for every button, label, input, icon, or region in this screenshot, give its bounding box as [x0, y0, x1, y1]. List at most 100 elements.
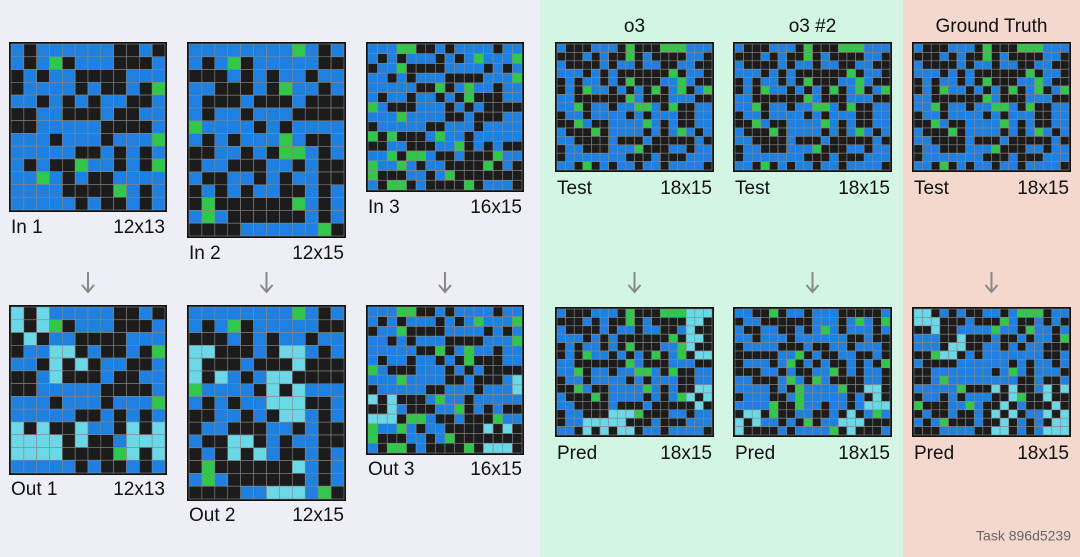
grid-cell [512, 141, 523, 152]
grid-cell [1051, 110, 1061, 120]
grid-cell [317, 396, 332, 410]
grid-cell [786, 342, 796, 352]
grid-cell [769, 308, 779, 318]
grid-cell [760, 426, 770, 436]
grid-cell [556, 392, 566, 402]
grid [9, 305, 167, 475]
grid-cell [846, 342, 856, 352]
grid-cell [473, 160, 484, 171]
grid-cell [425, 72, 436, 84]
grid-cell [625, 359, 635, 369]
grid-cell [881, 161, 891, 171]
grid-cell [214, 383, 229, 397]
grid-cell [863, 60, 874, 70]
grid-cell [425, 335, 436, 347]
grid-cell [502, 404, 513, 415]
grid-cell [651, 375, 661, 385]
grid-cell [1051, 144, 1061, 154]
grid-cell [660, 127, 670, 137]
grid-cell [512, 433, 523, 444]
grid-cell [616, 127, 627, 137]
grid-cell [502, 442, 513, 454]
arrow-head [259, 284, 274, 294]
grid-cell [786, 426, 796, 436]
grid-cell [872, 94, 882, 104]
grid-cell [406, 43, 417, 55]
grid-cell [266, 69, 280, 83]
grid-cell [743, 136, 753, 146]
grid-cell [642, 401, 653, 411]
grid-cell [812, 401, 822, 411]
grid-cell [794, 152, 805, 162]
grid-cell [240, 332, 254, 346]
grid-cell [444, 72, 455, 84]
grid-cell [1008, 127, 1018, 137]
grid-cell [406, 72, 417, 84]
grid-cell [330, 120, 345, 134]
grid-cell [49, 171, 63, 185]
grid-cell [863, 384, 874, 394]
grid-cell [734, 68, 744, 78]
grid-cell [1051, 102, 1061, 112]
grid-cell [599, 68, 609, 78]
grid-cell [930, 350, 941, 360]
grid-cell [473, 141, 484, 152]
arrow-head [984, 284, 999, 294]
grid-cell [113, 370, 127, 384]
grid-cell [573, 127, 584, 137]
grid-cell [794, 77, 805, 87]
grid-cell [803, 85, 813, 95]
grid-cell [743, 127, 753, 137]
grid-cell [642, 392, 653, 402]
grid-cell [556, 308, 566, 318]
grid-cell [582, 85, 592, 95]
grid-cell [743, 161, 753, 171]
grid-cell [982, 342, 992, 352]
grid-cell [812, 152, 822, 162]
grid-cell [367, 413, 378, 425]
grid-cell [694, 68, 704, 78]
grid-cell [367, 335, 378, 347]
grid-cell [74, 434, 89, 448]
grid-cell [881, 119, 891, 129]
grid-cell [786, 367, 796, 377]
grid-cell [1025, 359, 1035, 369]
grid-cell [201, 473, 216, 487]
grid-cell [582, 52, 592, 62]
grid-cell [292, 345, 306, 359]
grid-cell [939, 43, 949, 53]
grid-cell [794, 52, 805, 62]
grid-cell [367, 141, 378, 152]
grid-cell [406, 413, 417, 425]
grid-cell [829, 350, 839, 360]
grid-cell [415, 160, 427, 171]
grid-cell [668, 161, 678, 171]
grid-cell [668, 417, 678, 427]
grid-cell [62, 196, 76, 211]
grid-cell [1034, 359, 1044, 369]
grid-cell [317, 146, 332, 160]
grid-cell [201, 120, 216, 134]
grid-cell [982, 426, 992, 436]
grid-cell [36, 447, 50, 461]
grid-cell [435, 404, 446, 415]
grid-cell [266, 94, 280, 109]
grid-cell [863, 127, 874, 137]
grid-cell [292, 332, 306, 346]
grid-cell [573, 161, 584, 171]
grid-cell [973, 375, 984, 385]
grid-cell [573, 359, 584, 369]
grid-cell [625, 426, 635, 436]
grid-cell [642, 342, 653, 352]
grid-cell [1042, 342, 1053, 352]
grid-cell [863, 52, 874, 62]
grid-cell [846, 409, 856, 419]
grid-cell [425, 121, 436, 132]
grid-cell [582, 43, 592, 53]
grid-cell [582, 325, 592, 335]
grid-cell [1025, 426, 1035, 436]
grid-cell [1042, 94, 1053, 104]
grid-cell [999, 144, 1010, 154]
grid-cell [151, 345, 166, 359]
grid-cell [760, 161, 770, 171]
